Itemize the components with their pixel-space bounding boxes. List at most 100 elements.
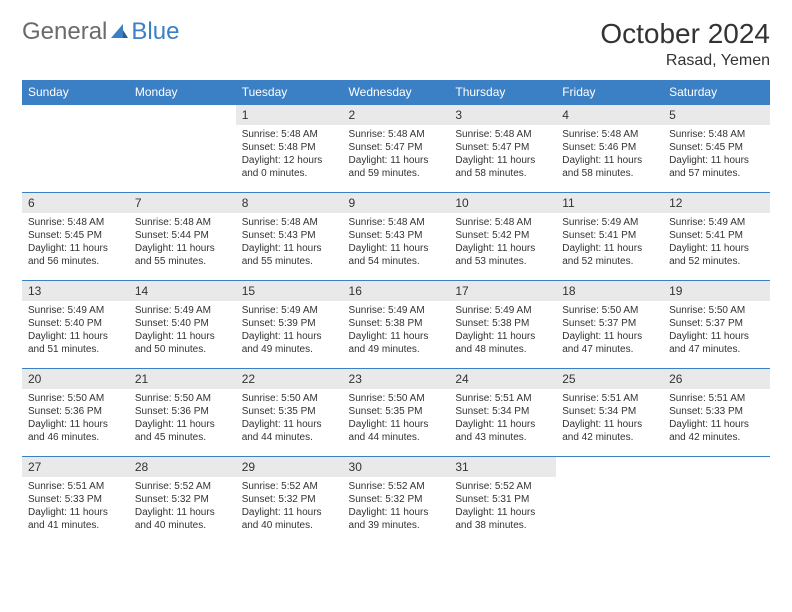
sunset-text: Sunset: 5:47 PM xyxy=(455,141,550,154)
calendar-cell: 8Sunrise: 5:48 AMSunset: 5:43 PMDaylight… xyxy=(236,193,343,281)
daylight-text: Daylight: 11 hours and 42 minutes. xyxy=(562,418,657,444)
sunrise-text: Sunrise: 5:48 AM xyxy=(349,216,444,229)
day-details: Sunrise: 5:48 AMSunset: 5:48 PMDaylight:… xyxy=(236,125,343,186)
sunset-text: Sunset: 5:45 PM xyxy=(669,141,764,154)
sunset-text: Sunset: 5:38 PM xyxy=(455,317,550,330)
day-details: Sunrise: 5:51 AMSunset: 5:33 PMDaylight:… xyxy=(663,389,770,450)
daylight-text: Daylight: 11 hours and 54 minutes. xyxy=(349,242,444,268)
day-header: Sunday xyxy=(22,80,129,105)
daylight-text: Daylight: 11 hours and 52 minutes. xyxy=(669,242,764,268)
day-details: Sunrise: 5:49 AMSunset: 5:38 PMDaylight:… xyxy=(343,301,450,362)
day-number: 26 xyxy=(663,369,770,389)
day-details: Sunrise: 5:48 AMSunset: 5:43 PMDaylight:… xyxy=(236,213,343,274)
sunset-text: Sunset: 5:47 PM xyxy=(349,141,444,154)
calendar-cell: 1Sunrise: 5:48 AMSunset: 5:48 PMDaylight… xyxy=(236,105,343,193)
day-number: 18 xyxy=(556,281,663,301)
day-number: 5 xyxy=(663,105,770,125)
day-details: Sunrise: 5:51 AMSunset: 5:34 PMDaylight:… xyxy=(449,389,556,450)
sunset-text: Sunset: 5:37 PM xyxy=(669,317,764,330)
calendar-cell: 20Sunrise: 5:50 AMSunset: 5:36 PMDayligh… xyxy=(22,369,129,457)
calendar-week: 13Sunrise: 5:49 AMSunset: 5:40 PMDayligh… xyxy=(22,281,770,369)
calendar-cell: 5Sunrise: 5:48 AMSunset: 5:45 PMDaylight… xyxy=(663,105,770,193)
sunrise-text: Sunrise: 5:48 AM xyxy=(562,128,657,141)
calendar-cell: 15Sunrise: 5:49 AMSunset: 5:39 PMDayligh… xyxy=(236,281,343,369)
day-header: Saturday xyxy=(663,80,770,105)
calendar-cell: 11Sunrise: 5:49 AMSunset: 5:41 PMDayligh… xyxy=(556,193,663,281)
sunset-text: Sunset: 5:41 PM xyxy=(669,229,764,242)
sunset-text: Sunset: 5:43 PM xyxy=(349,229,444,242)
sunset-text: Sunset: 5:35 PM xyxy=(242,405,337,418)
sunrise-text: Sunrise: 5:48 AM xyxy=(455,128,550,141)
title-block: October 2024 Rasad, Yemen xyxy=(600,18,770,70)
day-details: Sunrise: 5:48 AMSunset: 5:43 PMDaylight:… xyxy=(343,213,450,274)
sunrise-text: Sunrise: 5:48 AM xyxy=(669,128,764,141)
day-details: Sunrise: 5:49 AMSunset: 5:38 PMDaylight:… xyxy=(449,301,556,362)
logo: General Blue xyxy=(22,18,179,46)
day-details: Sunrise: 5:49 AMSunset: 5:41 PMDaylight:… xyxy=(556,213,663,274)
calendar-cell: 19Sunrise: 5:50 AMSunset: 5:37 PMDayligh… xyxy=(663,281,770,369)
day-header: Monday xyxy=(129,80,236,105)
daylight-text: Daylight: 11 hours and 41 minutes. xyxy=(28,506,123,532)
day-details: Sunrise: 5:49 AMSunset: 5:40 PMDaylight:… xyxy=(22,301,129,362)
calendar-cell: 3Sunrise: 5:48 AMSunset: 5:47 PMDaylight… xyxy=(449,105,556,193)
sunrise-text: Sunrise: 5:48 AM xyxy=(349,128,444,141)
sunset-text: Sunset: 5:44 PM xyxy=(135,229,230,242)
daylight-text: Daylight: 11 hours and 58 minutes. xyxy=(562,154,657,180)
calendar-cell: 18Sunrise: 5:50 AMSunset: 5:37 PMDayligh… xyxy=(556,281,663,369)
sunset-text: Sunset: 5:36 PM xyxy=(135,405,230,418)
daylight-text: Daylight: 11 hours and 50 minutes. xyxy=(135,330,230,356)
daylight-text: Daylight: 11 hours and 45 minutes. xyxy=(135,418,230,444)
daylight-text: Daylight: 11 hours and 40 minutes. xyxy=(242,506,337,532)
sunrise-text: Sunrise: 5:52 AM xyxy=(242,480,337,493)
daylight-text: Daylight: 11 hours and 49 minutes. xyxy=(349,330,444,356)
calendar-cell: 4Sunrise: 5:48 AMSunset: 5:46 PMDaylight… xyxy=(556,105,663,193)
sunset-text: Sunset: 5:40 PM xyxy=(135,317,230,330)
day-number: 14 xyxy=(129,281,236,301)
calendar-cell: 17Sunrise: 5:49 AMSunset: 5:38 PMDayligh… xyxy=(449,281,556,369)
calendar-cell: 25Sunrise: 5:51 AMSunset: 5:34 PMDayligh… xyxy=(556,369,663,457)
calendar-cell: 14Sunrise: 5:49 AMSunset: 5:40 PMDayligh… xyxy=(129,281,236,369)
day-number: 9 xyxy=(343,193,450,213)
day-number: 2 xyxy=(343,105,450,125)
calendar-cell: 13Sunrise: 5:49 AMSunset: 5:40 PMDayligh… xyxy=(22,281,129,369)
day-number: 23 xyxy=(343,369,450,389)
calendar-cell: 22Sunrise: 5:50 AMSunset: 5:35 PMDayligh… xyxy=(236,369,343,457)
day-number: 30 xyxy=(343,457,450,477)
sunrise-text: Sunrise: 5:50 AM xyxy=(135,392,230,405)
sunset-text: Sunset: 5:40 PM xyxy=(28,317,123,330)
day-number: 16 xyxy=(343,281,450,301)
sunset-text: Sunset: 5:41 PM xyxy=(562,229,657,242)
sunrise-text: Sunrise: 5:52 AM xyxy=(455,480,550,493)
daylight-text: Daylight: 11 hours and 42 minutes. xyxy=(669,418,764,444)
day-number: 11 xyxy=(556,193,663,213)
day-details: Sunrise: 5:49 AMSunset: 5:39 PMDaylight:… xyxy=(236,301,343,362)
day-number: 29 xyxy=(236,457,343,477)
sunset-text: Sunset: 5:39 PM xyxy=(242,317,337,330)
day-details: Sunrise: 5:48 AMSunset: 5:47 PMDaylight:… xyxy=(343,125,450,186)
calendar-cell: 24Sunrise: 5:51 AMSunset: 5:34 PMDayligh… xyxy=(449,369,556,457)
day-details: Sunrise: 5:50 AMSunset: 5:37 PMDaylight:… xyxy=(556,301,663,362)
sunrise-text: Sunrise: 5:51 AM xyxy=(455,392,550,405)
sunset-text: Sunset: 5:36 PM xyxy=(28,405,123,418)
day-details: Sunrise: 5:48 AMSunset: 5:46 PMDaylight:… xyxy=(556,125,663,186)
daylight-text: Daylight: 11 hours and 39 minutes. xyxy=(349,506,444,532)
day-number: 20 xyxy=(22,369,129,389)
calendar-cell: 16Sunrise: 5:49 AMSunset: 5:38 PMDayligh… xyxy=(343,281,450,369)
daylight-text: Daylight: 11 hours and 51 minutes. xyxy=(28,330,123,356)
calendar-week: 27Sunrise: 5:51 AMSunset: 5:33 PMDayligh… xyxy=(22,457,770,545)
sunrise-text: Sunrise: 5:48 AM xyxy=(242,128,337,141)
sunset-text: Sunset: 5:35 PM xyxy=(349,405,444,418)
calendar-cell: 7Sunrise: 5:48 AMSunset: 5:44 PMDaylight… xyxy=(129,193,236,281)
calendar-cell: 12Sunrise: 5:49 AMSunset: 5:41 PMDayligh… xyxy=(663,193,770,281)
sunset-text: Sunset: 5:43 PM xyxy=(242,229,337,242)
day-header: Tuesday xyxy=(236,80,343,105)
calendar-cell: .. xyxy=(556,457,663,545)
day-number: 7 xyxy=(129,193,236,213)
calendar-cell: 26Sunrise: 5:51 AMSunset: 5:33 PMDayligh… xyxy=(663,369,770,457)
calendar-week: ....1Sunrise: 5:48 AMSunset: 5:48 PMDayl… xyxy=(22,105,770,193)
day-details: Sunrise: 5:52 AMSunset: 5:32 PMDaylight:… xyxy=(343,477,450,538)
calendar-cell: 21Sunrise: 5:50 AMSunset: 5:36 PMDayligh… xyxy=(129,369,236,457)
sunset-text: Sunset: 5:33 PM xyxy=(669,405,764,418)
calendar-table: SundayMondayTuesdayWednesdayThursdayFrid… xyxy=(22,80,770,545)
daylight-text: Daylight: 11 hours and 40 minutes. xyxy=(135,506,230,532)
